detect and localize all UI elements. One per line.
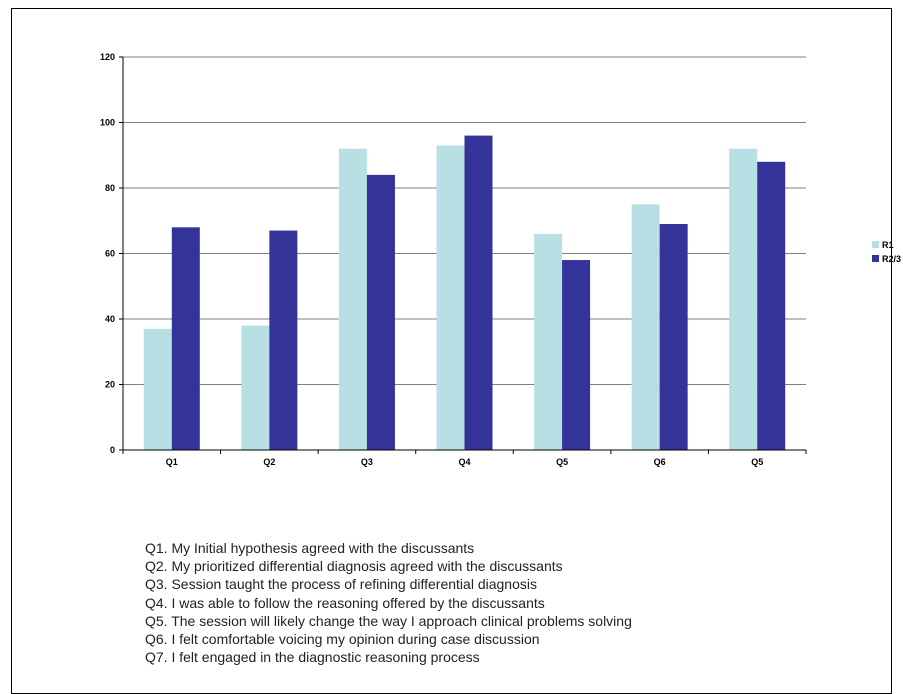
bar-r23-6 [659,224,688,450]
note-q1: Q1. My Initial hypothesis agreed with th… [145,540,475,556]
legend: R1 R2/3 [872,240,901,264]
legend-swatch-1 [872,241,879,248]
legend-label-1: R1 [882,240,894,250]
y-tick-labels: 0 20 40 60 80 100 120 [100,52,115,455]
note-q7: Q7. I felt engaged in the diagnostic rea… [145,649,480,666]
note-q6: Q6. I felt comfortable voicing my opinio… [145,631,540,648]
bar-r1-1 [143,328,172,450]
bar-r1-7 [729,148,758,450]
x-tick-labels: Q1 Q2 Q3 Q4 Q5 Q6 Q5 [166,457,763,467]
bar-r23-5 [562,260,591,450]
bar-r23-2 [269,230,298,450]
x-tick-label-5: Q5 [556,457,568,467]
y-tick-label-20: 20 [105,380,115,390]
x-tick-label-4: Q4 [458,457,470,467]
y-tick-label-100: 100 [100,118,115,128]
bar-r1-5 [534,233,563,450]
bar-chart: 0 20 40 60 80 100 120 Q1 Q2 Q3 Q4 Q5 Q6 Q5 R1 R2/3 [100,52,901,467]
bar-r23-1 [171,227,200,450]
bar-r23-4 [464,135,493,450]
x-tick-label-3: Q3 [361,457,373,467]
x-tick-label-2: Q2 [263,457,275,467]
bar-r1-6 [631,204,660,450]
note-q5: Q5. The session will likely change the w… [145,612,632,629]
gridlines [123,56,806,385]
bars [143,135,786,451]
bar-r1-4 [436,145,465,451]
note-q3: Q3. Session taught the process of refini… [145,576,537,593]
y-tick-label-80: 80 [105,183,115,193]
bar-r23-7 [757,161,786,451]
y-tick-label-120: 120 [100,52,115,62]
bar-r23-3 [366,174,395,450]
y-tick-label-60: 60 [105,249,115,259]
y-tick-label-40: 40 [105,314,115,324]
note-q4: Q4. I was able to follow the reasoning o… [145,594,545,611]
question-notes: Q1. My Initial hypothesis agreed with th… [145,539,632,666]
note-q2: Q2. My prioritized differential diagnosi… [145,558,563,575]
legend-swatch-2 [872,255,879,262]
bar-r1-2 [241,325,270,450]
axes [119,56,807,454]
legend-label-2: R2/3 [882,254,901,264]
x-tick-label-1: Q1 [166,457,178,467]
y-tick-label-0: 0 [110,445,115,455]
bar-r1-3 [338,148,367,450]
x-tick-label-6: Q6 [654,457,666,467]
x-tick-label-7: Q5 [751,457,763,467]
